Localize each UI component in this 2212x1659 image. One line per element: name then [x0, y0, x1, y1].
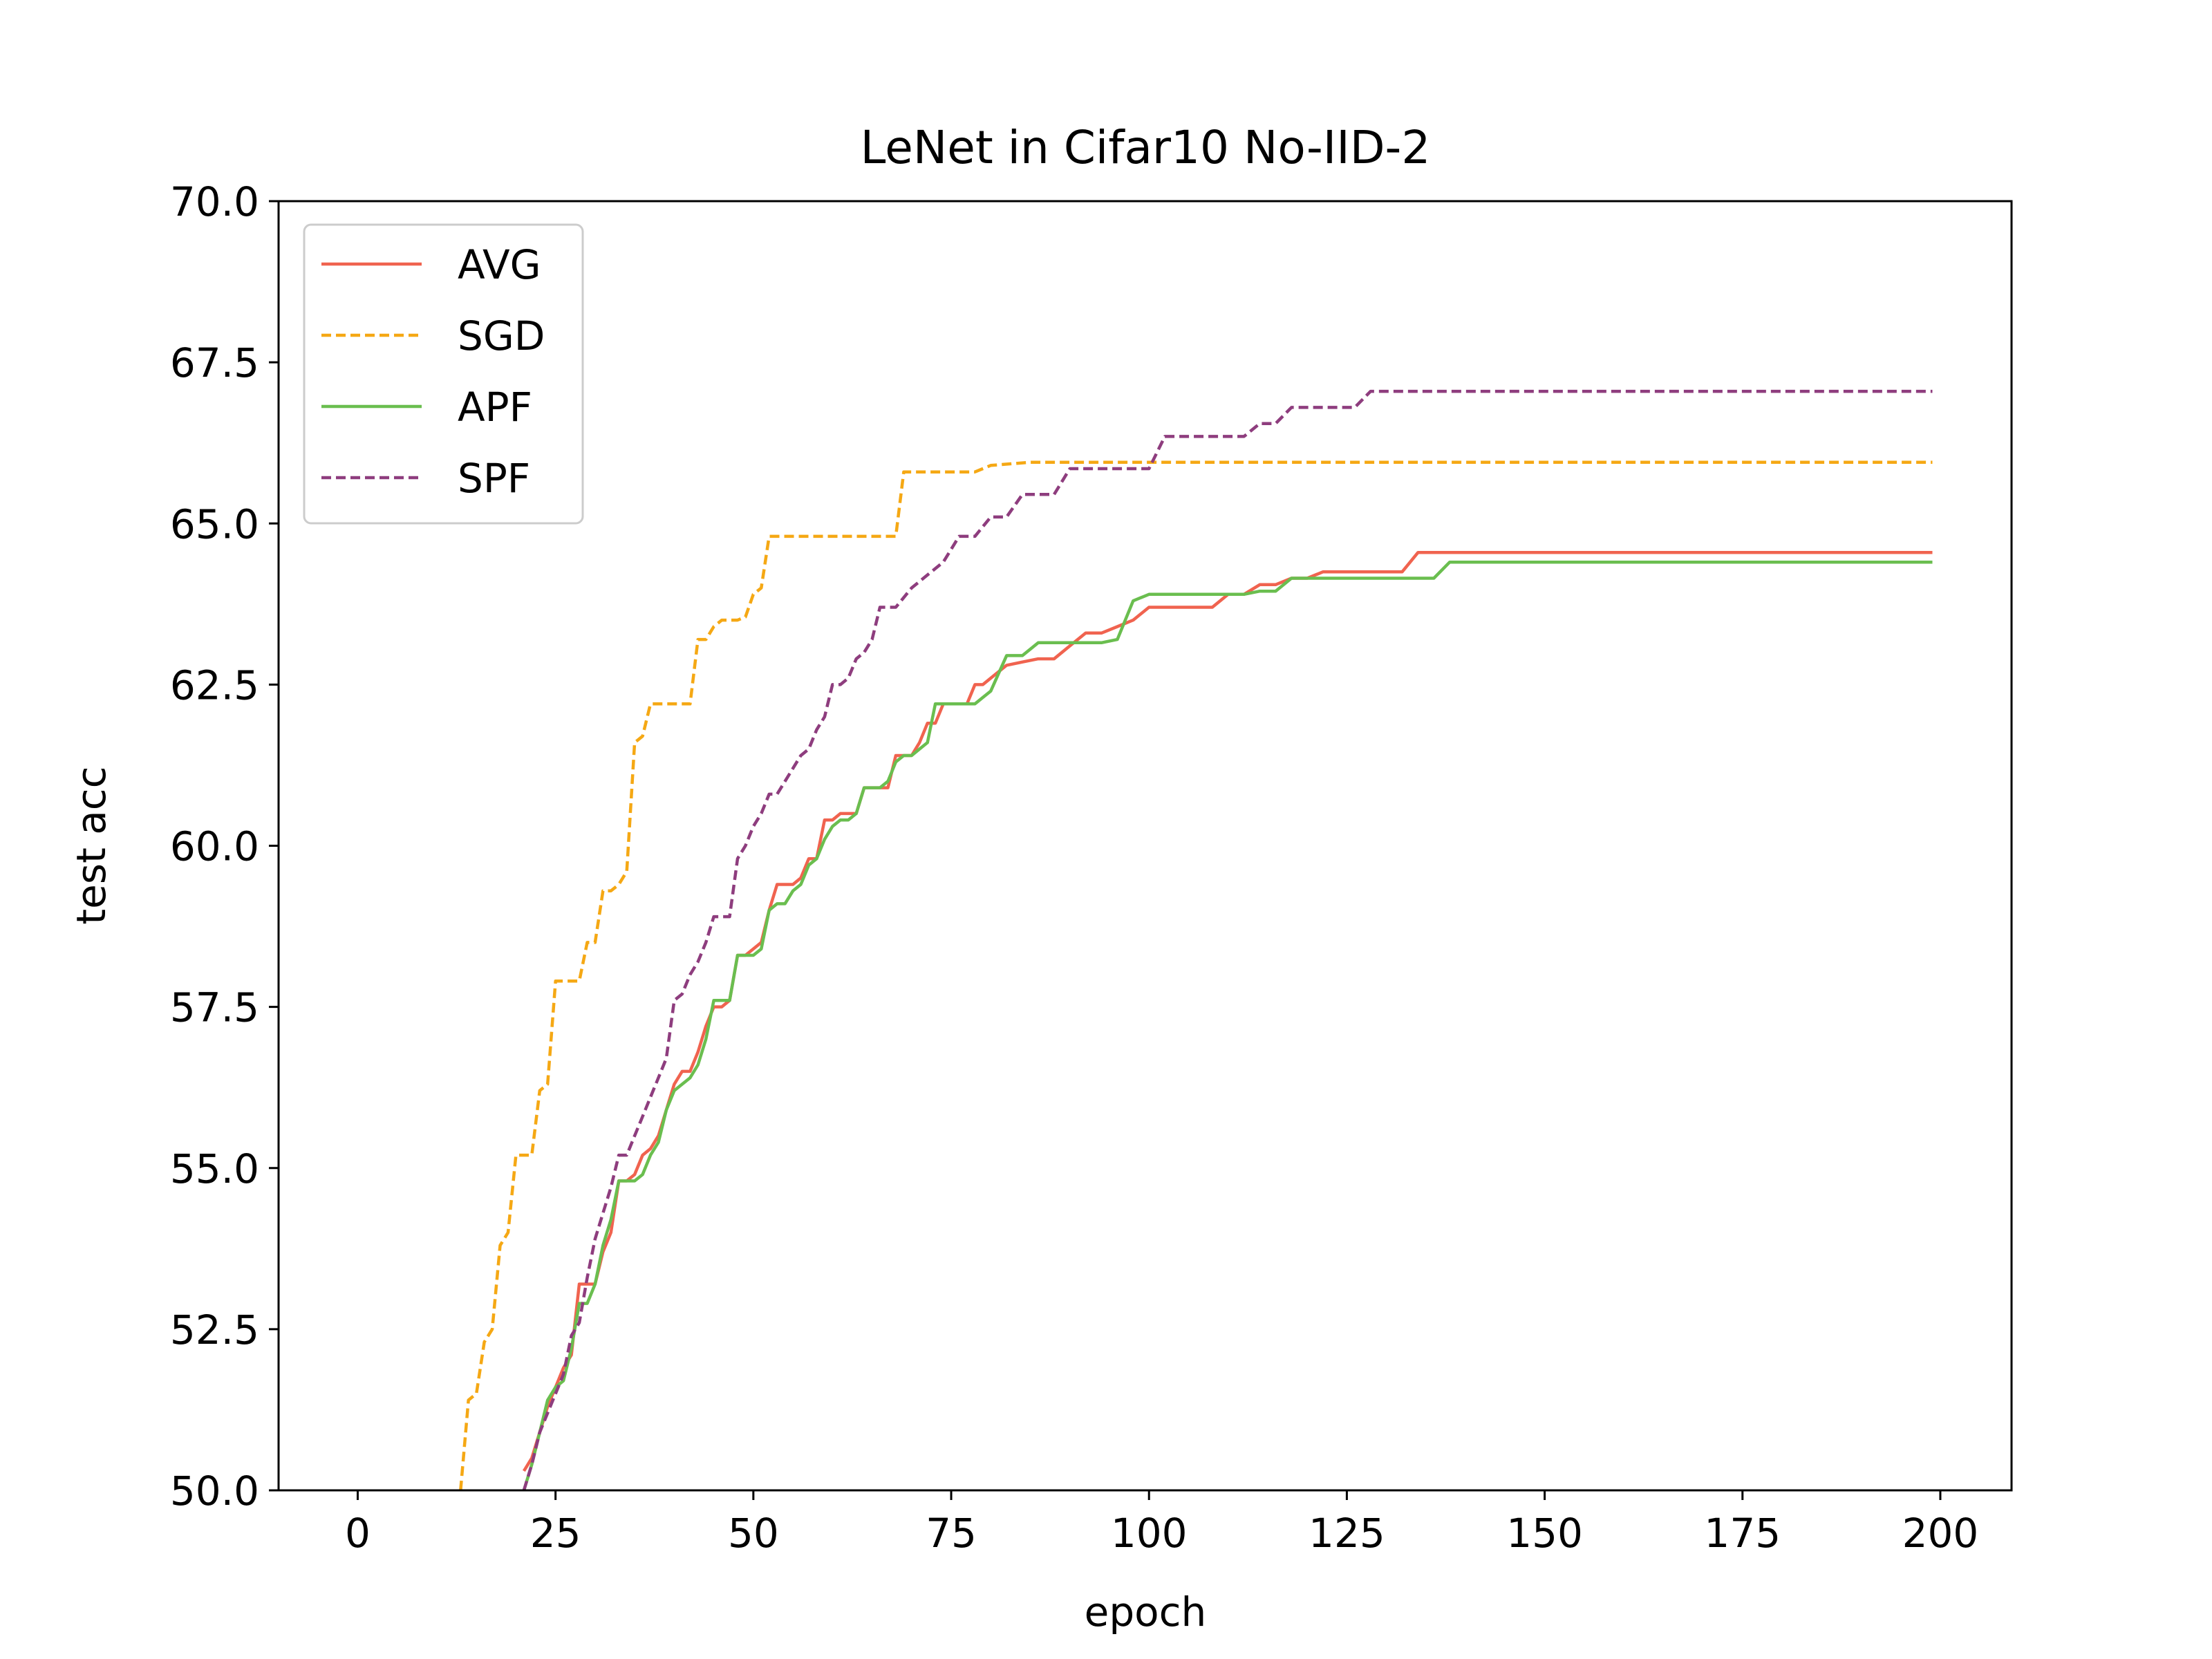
series-line-apf — [522, 560, 1933, 1490]
y-tick-label: 57.5 — [170, 984, 259, 1031]
y-tick-label: 65.0 — [170, 500, 259, 547]
legend: AVG SGD APF SPF — [303, 223, 584, 525]
x-axis-label: epoch — [1085, 1588, 1207, 1635]
x-tick-label: 125 — [1309, 1510, 1385, 1557]
y-tick-label: 55.0 — [170, 1145, 259, 1192]
legend-label-sgd: SGD — [458, 312, 545, 359]
y-tick-label: 60.0 — [170, 823, 259, 870]
y-axis-label: test acc — [68, 766, 115, 924]
series-line-spf — [522, 389, 1933, 1490]
x-tick-label: 100 — [1111, 1510, 1188, 1557]
x-axis: 0 25 50 75 100 125 150 175 200 — [345, 1490, 1978, 1557]
x-tick-label: 50 — [728, 1510, 779, 1557]
x-tick-label: 0 — [345, 1510, 371, 1557]
x-tick-label: 150 — [1506, 1510, 1583, 1557]
legend-box — [303, 223, 584, 525]
legend-label-spf: SPF — [458, 455, 530, 502]
series-layer — [459, 389, 1933, 1490]
chart-title: LeNet in Cifar10 No-IID-2 — [861, 121, 1431, 174]
x-tick-label: 75 — [926, 1510, 977, 1557]
y-tick-label: 50.0 — [170, 1468, 259, 1515]
y-axis: 50.0 52.5 55.0 57.5 60.0 62.5 65.0 67.5 70.0 — [170, 178, 279, 1515]
y-tick-label: 52.5 — [170, 1306, 259, 1353]
y-tick-label: 67.5 — [170, 339, 259, 386]
y-tick-label: 70.0 — [170, 178, 259, 225]
series-line-sgd — [459, 460, 1933, 1490]
x-tick-label: 200 — [1902, 1510, 1979, 1557]
x-tick-label: 175 — [1704, 1510, 1781, 1557]
legend-label-avg: AVG — [458, 241, 541, 288]
y-tick-label: 62.5 — [170, 662, 259, 709]
legend-label-apf: APF — [458, 384, 532, 431]
x-tick-label: 25 — [530, 1510, 581, 1557]
